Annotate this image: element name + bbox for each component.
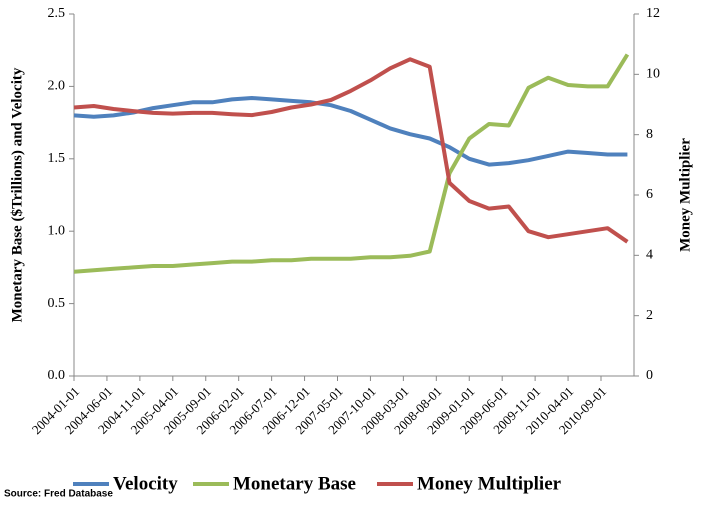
source-note: Source: Fred Database [4,489,113,500]
y2-axis-label: Money Multiplier [677,138,693,252]
y-tick-label: 2.5 [48,6,66,21]
y2-tick-label: 0 [646,368,653,383]
series-line [73,96,628,167]
y-tick-label: 1.0 [48,223,66,238]
y2-tick-label: 4 [646,248,653,263]
y2-tick-label: 6 [646,187,653,202]
legend-label: Velocity [113,473,178,494]
y-tick-label: 0.5 [48,296,66,311]
y2-tick-label: 8 [646,127,653,142]
y-tick-label: 1.5 [48,151,66,166]
series-line [73,53,630,274]
y-tick-label: 2.0 [48,79,66,94]
y2-tick-label: 10 [646,67,660,82]
series-line [73,57,629,244]
legend-label: Money Multiplier [417,473,562,494]
y2-tick-label: 2 [646,308,653,323]
y-axis-label: Monetary Base ($Trillions) and Velocity [9,67,25,322]
y2-tick-label: 12 [646,6,660,21]
y-tick-label: 0.0 [48,368,66,383]
legend-label: Monetary Base [233,473,356,494]
